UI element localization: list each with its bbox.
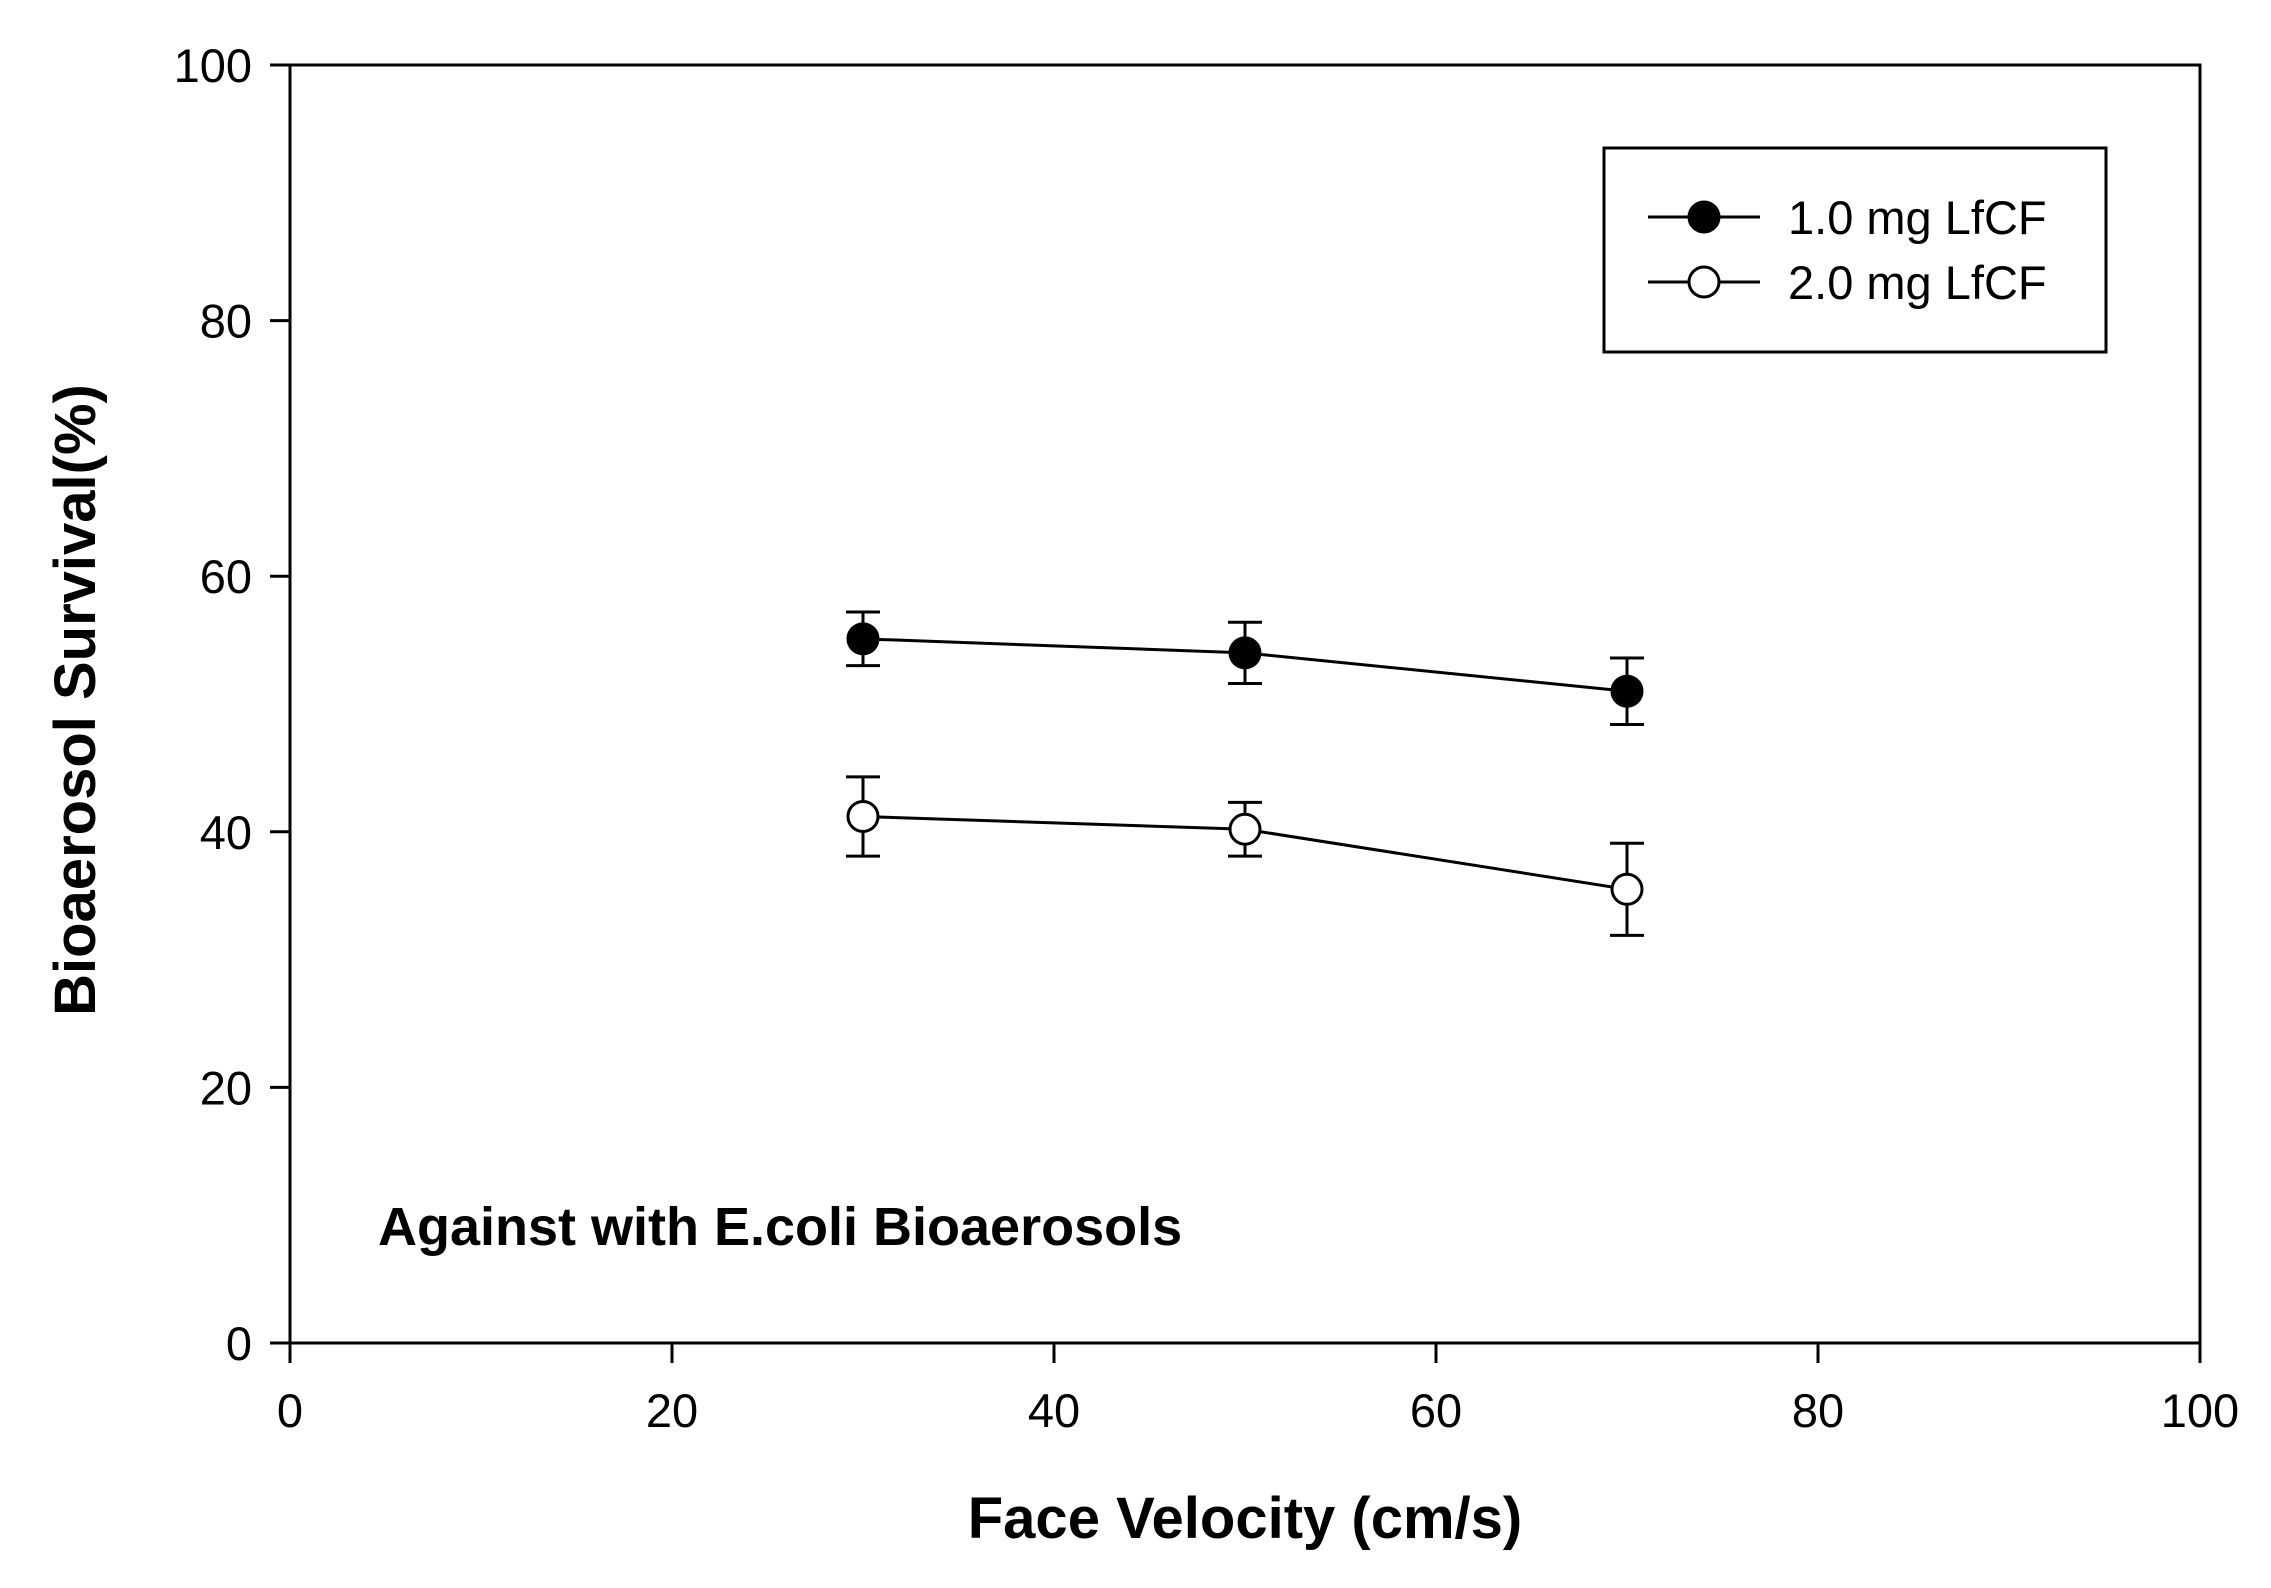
series-layer — [846, 610, 1644, 937]
x-axis-title: Face Velocity (cm/s) — [968, 1486, 1522, 1551]
data-point — [1228, 636, 1262, 670]
data-point — [846, 799, 880, 833]
y-tick-label: 60 — [200, 550, 252, 603]
y-tick-label: 40 — [200, 806, 252, 859]
data-point — [846, 622, 880, 656]
data-point — [1610, 674, 1644, 708]
legend-box — [1602, 146, 2108, 354]
x-tick-label: 80 — [1792, 1384, 1844, 1437]
y-tick-label: 20 — [200, 1061, 252, 1114]
x-axis-ticks: 0 20 40 60 80 100 — [277, 1343, 2239, 1437]
x-tick-label: 0 — [277, 1384, 303, 1437]
chart-annotation: Against with E.coli Bioaerosols — [378, 1197, 1182, 1257]
x-tick-label: 60 — [1410, 1384, 1462, 1437]
series-1 — [846, 610, 1644, 726]
legend-label-1-0-mg: 1.0 mg LfCF — [1788, 191, 2047, 244]
legend-marker-open-circle — [1687, 265, 1721, 299]
plot-area-frame — [288, 63, 2202, 1345]
y-axis-ticks: 0 20 40 60 80 100 — [174, 39, 290, 1370]
x-tick-label: 20 — [646, 1384, 698, 1437]
legend: 1.0 mg LfCF 2.0 mg LfCF — [1602, 146, 2108, 354]
data-point — [1228, 812, 1262, 846]
y-axis-title: Bioaerosol Survival(%) — [43, 384, 108, 1016]
y-tick-label: 100 — [174, 39, 252, 92]
y-tick-label: 0 — [226, 1317, 252, 1370]
series-2 — [846, 775, 1644, 937]
legend-label-2-0-mg: 2.0 mg LfCF — [1788, 256, 2047, 309]
legend-marker-filled-circle — [1687, 200, 1721, 234]
legend-entry-2-0-mg: 2.0 mg LfCF — [1648, 256, 2047, 309]
legend-entry-1-0-mg: 1.0 mg LfCF — [1648, 191, 2047, 244]
x-tick-label: 40 — [1028, 1384, 1080, 1437]
data-point — [1610, 872, 1644, 906]
y-tick-label: 80 — [200, 295, 252, 348]
x-tick-label: 100 — [2161, 1384, 2239, 1437]
